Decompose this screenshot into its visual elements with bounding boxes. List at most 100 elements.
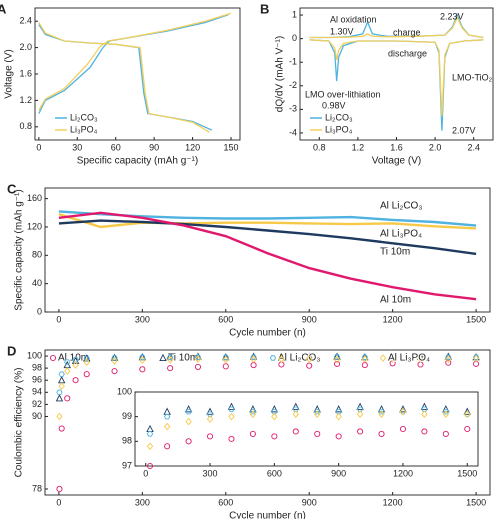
y-axis-label: Specific capacity (mAh g⁻¹)	[14, 189, 25, 310]
point	[361, 354, 368, 360]
y-tick-label: -3	[289, 104, 297, 114]
point	[163, 422, 171, 431]
y-tick-label: 2.0	[19, 42, 32, 52]
y-tick-label: 96	[32, 375, 42, 385]
point	[111, 368, 118, 375]
point	[146, 431, 154, 437]
point	[442, 405, 450, 413]
x-tick-label: 2.4	[467, 142, 480, 152]
point	[250, 355, 257, 363]
inset-bg	[136, 393, 477, 465]
point	[361, 355, 369, 363]
point	[442, 430, 449, 437]
point	[314, 430, 321, 437]
point	[334, 405, 343, 413]
y-tick-label: 98	[122, 436, 132, 446]
x-tick-label: 900	[331, 468, 346, 478]
point	[167, 365, 174, 372]
point	[58, 371, 65, 377]
point	[335, 412, 342, 421]
annotation: 0.98V	[322, 100, 346, 110]
point	[146, 462, 154, 470]
annotation: 2.23V	[440, 11, 464, 21]
point	[194, 354, 202, 360]
x-tick-label: 900	[302, 314, 317, 324]
line	[58, 219, 477, 256]
point	[463, 407, 472, 415]
point	[56, 485, 63, 493]
x-tick-label: 120	[185, 142, 200, 152]
line	[309, 15, 484, 39]
x-tick-label: 300	[135, 497, 150, 507]
point	[356, 410, 364, 419]
x-tick-label: 1500	[466, 497, 486, 507]
point	[194, 363, 202, 370]
point	[64, 359, 71, 365]
y-tick-label: 78	[32, 483, 42, 493]
annotation: 2.07V	[452, 125, 476, 135]
point	[72, 356, 79, 363]
point	[292, 406, 299, 412]
point	[139, 354, 146, 360]
point	[335, 433, 342, 440]
point	[399, 407, 407, 416]
point	[185, 438, 192, 445]
legend-label: Li₃PO₄	[325, 124, 353, 134]
point	[83, 371, 90, 378]
point	[278, 354, 285, 360]
legend-label: Li₂CO₃	[70, 112, 98, 122]
point	[389, 355, 396, 363]
point	[164, 443, 171, 450]
point	[271, 412, 278, 421]
y-axis-label: dQ/dV (mAh V⁻¹)	[275, 36, 286, 112]
point	[442, 410, 450, 419]
point	[333, 353, 341, 360]
point	[417, 353, 424, 360]
point	[421, 428, 428, 435]
legend-swatch	[49, 354, 57, 362]
point	[356, 406, 364, 412]
point	[378, 430, 385, 437]
point	[442, 409, 449, 415]
point	[306, 354, 313, 360]
point	[64, 367, 71, 375]
y-tick-label: 80	[32, 250, 42, 260]
point	[313, 405, 321, 413]
point	[71, 356, 80, 364]
point	[377, 405, 386, 413]
legend-swatch	[269, 355, 277, 361]
y-tick-label: -2	[289, 80, 297, 90]
point	[378, 409, 385, 415]
point	[445, 354, 452, 360]
point	[83, 358, 90, 366]
y-tick-label: 2.4	[19, 16, 32, 26]
panel-label: B	[260, 1, 269, 16]
x-tick-label: 1.6	[390, 142, 403, 152]
point	[421, 406, 428, 412]
y-tick-label: 94	[32, 387, 42, 397]
point	[194, 355, 202, 363]
x-tick-label: 300	[135, 314, 150, 324]
annotation: LMO over-lithiation	[305, 89, 381, 99]
panel-label: C	[7, 181, 17, 196]
x-tick-label: 1200	[393, 468, 413, 478]
x-tick-label: 1.2	[352, 142, 365, 152]
point	[464, 425, 471, 433]
y-tick-label: -1	[289, 57, 297, 67]
legend-label: Al Li₃PO₄	[388, 353, 430, 364]
point	[270, 405, 279, 413]
point	[417, 355, 424, 363]
plot-frame	[299, 7, 494, 141]
point	[228, 435, 235, 442]
point	[56, 412, 63, 421]
legend-label: Li₃PO₄	[70, 124, 98, 134]
x-tick-label: 0	[36, 142, 41, 152]
y-tick-label: 1.2	[19, 95, 32, 105]
x-tick-label: 0	[56, 314, 61, 324]
panel-label: A	[0, 1, 7, 16]
annotation: LMO-TiO₂	[452, 72, 493, 82]
point	[445, 355, 452, 363]
point	[222, 363, 229, 370]
point	[421, 410, 428, 419]
point	[420, 402, 429, 410]
